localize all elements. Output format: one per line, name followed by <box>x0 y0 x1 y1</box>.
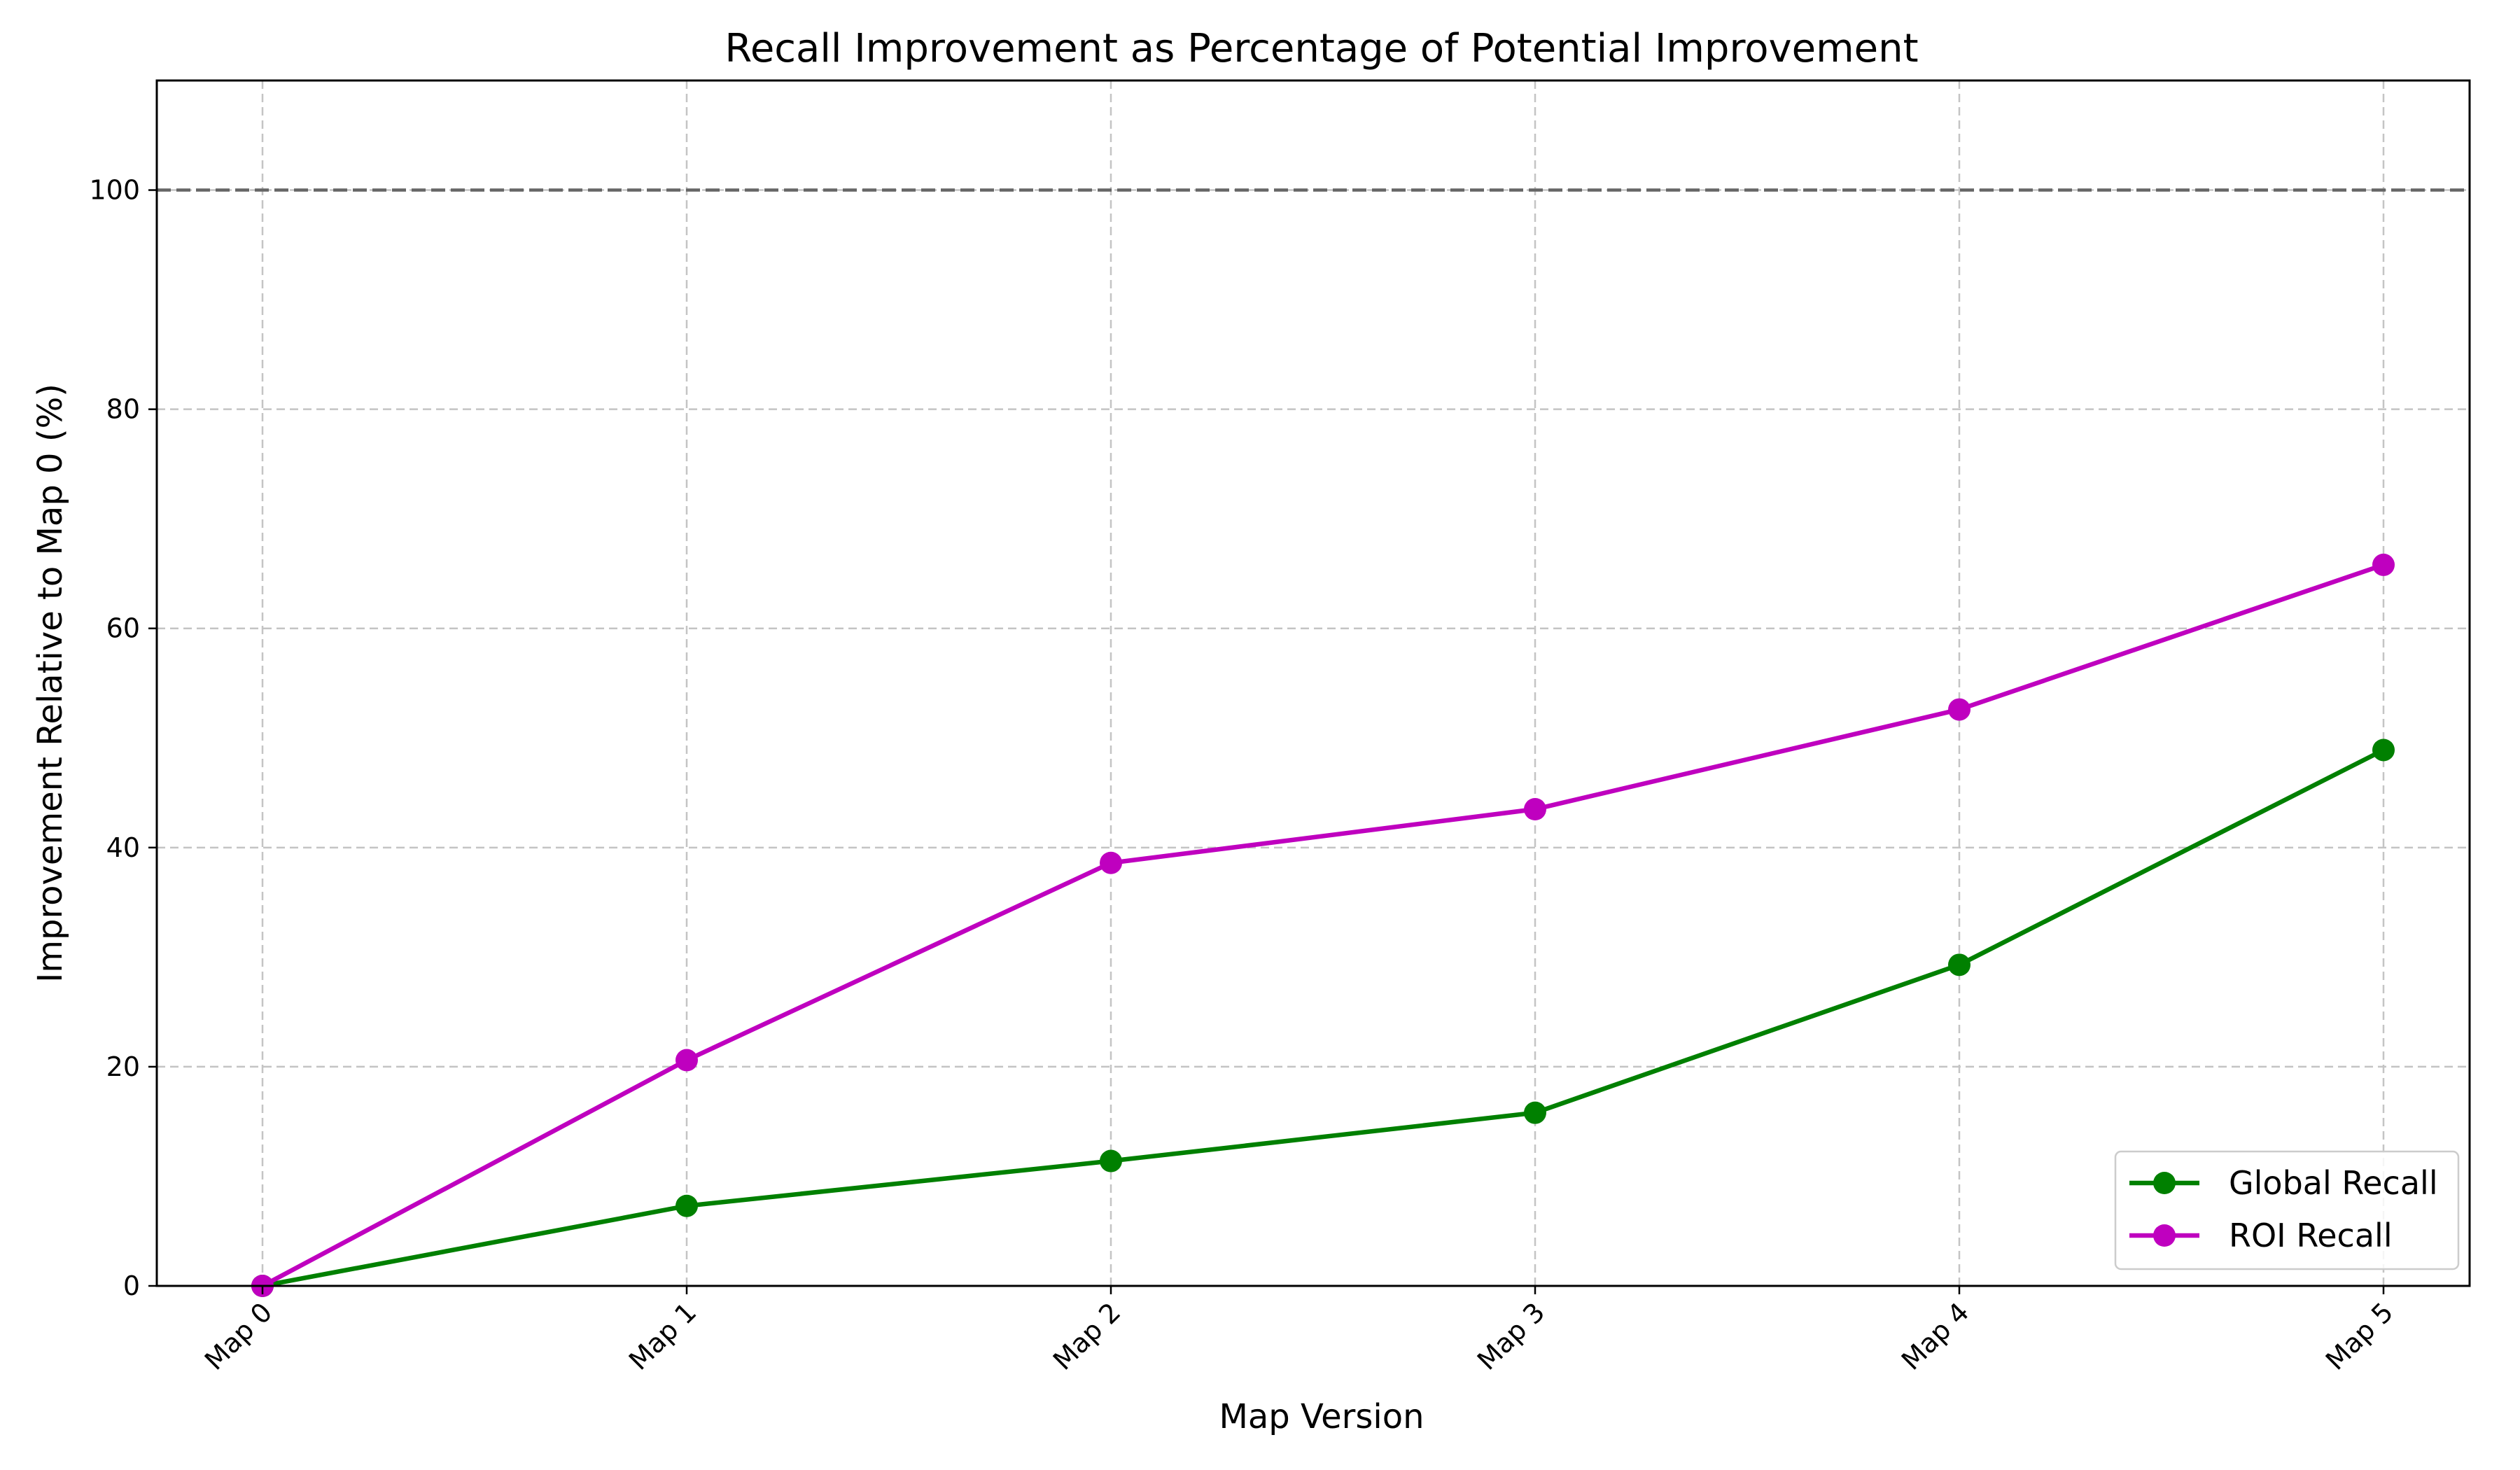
grid <box>157 80 2470 1287</box>
roi-recall-point <box>1948 698 1970 721</box>
y-tick-label: 100 <box>89 175 140 206</box>
legend-marker-global-recall <box>2153 1172 2176 1194</box>
roi-recall-point <box>1100 851 1122 874</box>
roi-recall-line <box>261 562 2385 1288</box>
plot-frame <box>155 79 2471 1287</box>
legend-marker-roi-recall <box>2153 1224 2176 1247</box>
roi-recall-point <box>2372 553 2395 576</box>
y-tick-label: 20 <box>106 1051 140 1082</box>
chart-title: Recall Improvement as Percentage of Pote… <box>724 26 1918 71</box>
legend-box <box>2114 1150 2460 1270</box>
y-tick-label: 60 <box>106 613 140 644</box>
global-recall-point <box>1524 1101 1546 1124</box>
legend: Global Recall ROI Recall <box>2114 1150 2460 1270</box>
y-axis-label: Improvement Relative to Map 0 (%) <box>31 384 70 983</box>
global-recall-point <box>1100 1149 1122 1172</box>
y-tick-label: 80 <box>106 394 140 425</box>
roi-recall-point <box>676 1049 698 1072</box>
y-axis: 0 20 40 60 80 100 <box>89 175 157 1301</box>
global-recall-point <box>2372 738 2395 762</box>
legend-label-roi-recall: ROI Recall <box>2229 1217 2393 1254</box>
x-axis-label: Map Version <box>1219 1397 1424 1436</box>
roi-recall-point <box>1524 798 1546 821</box>
global-recall-point <box>1948 953 1970 976</box>
legend-label-global-recall: Global Recall <box>2229 1164 2438 1202</box>
global-recall-point <box>676 1194 698 1217</box>
global-recall-line <box>262 748 2385 1289</box>
y-tick-label: 40 <box>106 832 140 863</box>
y-tick-label: 0 <box>123 1270 140 1301</box>
